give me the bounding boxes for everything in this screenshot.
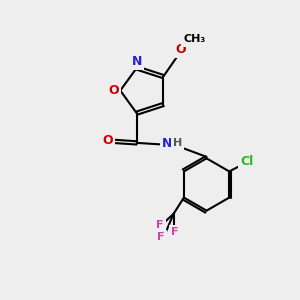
Text: N: N (131, 55, 142, 68)
Text: O: O (175, 43, 185, 56)
Text: H: H (173, 138, 182, 148)
Text: CH₃: CH₃ (183, 34, 206, 44)
Text: O: O (108, 84, 119, 97)
Text: N: N (162, 137, 172, 150)
Text: F: F (156, 220, 164, 230)
Text: Cl: Cl (240, 155, 254, 168)
Text: O: O (103, 134, 113, 147)
Text: F: F (157, 232, 165, 242)
Text: F: F (171, 227, 179, 237)
